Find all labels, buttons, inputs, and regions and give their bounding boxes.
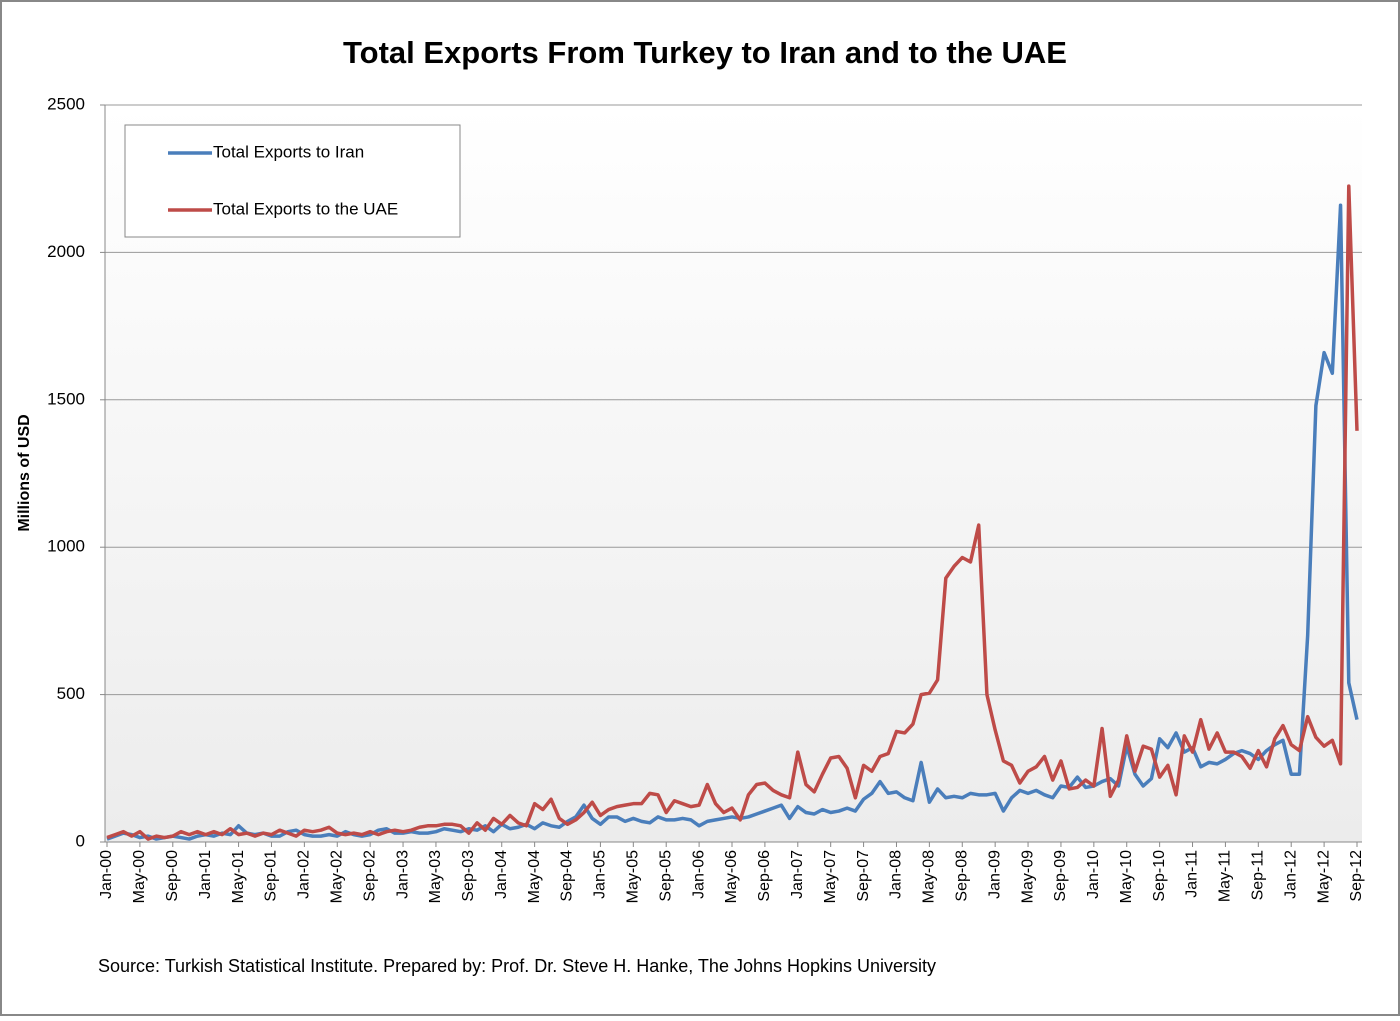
x-tick-label: May-03 — [427, 850, 444, 903]
x-tick-label: Sep-00 — [164, 850, 181, 902]
y-tick-label: 2500 — [47, 94, 85, 113]
legend-label: Total Exports to Iran — [213, 142, 364, 161]
x-tick-label: Jan-01 — [197, 850, 214, 899]
x-tick-label: Sep-06 — [756, 850, 773, 902]
x-tick-label: Jan-07 — [789, 850, 806, 899]
x-tick-label: Jan-04 — [493, 850, 510, 899]
chart-title: Total Exports From Turkey to Iran and to… — [343, 35, 1067, 70]
x-tick-label: May-08 — [921, 850, 938, 903]
x-tick-label: Sep-10 — [1151, 850, 1168, 902]
series-line — [106, 184, 1359, 841]
y-tick-label: 500 — [57, 684, 85, 703]
x-tick-label: May-12 — [1315, 850, 1332, 903]
x-tick-label: Jan-02 — [296, 850, 313, 899]
y-axis-title: Millions of USD — [16, 414, 33, 531]
x-tick-label: Sep-01 — [263, 850, 280, 902]
x-tick-label: Jan-05 — [592, 850, 609, 899]
x-tick-label: May-06 — [723, 850, 740, 903]
x-tick-label: Sep-11 — [1250, 850, 1267, 901]
grid: 0 500 1000 1500 2000 2500 Jan-00 May-00 Sep-00 Ja… — [47, 94, 1365, 903]
x-tick-label: Jan-10 — [1085, 850, 1102, 899]
y-tick-label: 1000 — [47, 537, 85, 556]
y-tick-label: 0 — [76, 831, 85, 850]
x-tick-label: Jan-00 — [98, 850, 115, 899]
x-tick-label: Jan-09 — [986, 850, 1003, 899]
y-tick-label: 2000 — [47, 242, 85, 261]
x-tick-label: Sep-09 — [1052, 850, 1069, 902]
x-tick-label: Jan-08 — [888, 850, 905, 899]
x-tick-label: Jan-06 — [690, 850, 707, 899]
legend-label: Total Exports to the UAE — [213, 199, 398, 218]
plot: Total Exports to Iran Total Exports to th… — [106, 142, 1359, 841]
x-tick-label: May-07 — [822, 850, 839, 903]
series-line — [106, 203, 1359, 841]
y-tick-label: 1500 — [47, 389, 85, 408]
x-tick-label: Sep-02 — [361, 850, 378, 902]
x-tick-label: May-11 — [1217, 850, 1234, 902]
x-tick-label: May-02 — [328, 850, 345, 903]
legend — [124, 124, 461, 238]
x-tick-label: May-10 — [1118, 850, 1135, 903]
x-tick-label: Jan-12 — [1282, 850, 1299, 899]
source-note: Source: Turkish Statistical Institute. P… — [98, 956, 936, 976]
x-tick-label: Jan-03 — [394, 850, 411, 899]
x-tick-label: Sep-04 — [559, 850, 576, 902]
x-tick-label: May-04 — [526, 850, 543, 903]
x-tick-label: Jan-11 — [1184, 850, 1201, 898]
x-tick-label: Sep-08 — [953, 850, 970, 902]
x-tick-label: Sep-07 — [855, 850, 872, 902]
x-tick-label: May-09 — [1019, 850, 1036, 903]
x-tick-label: Sep-03 — [460, 850, 477, 902]
x-tick-label: May-00 — [131, 850, 148, 903]
x-tick-label: May-01 — [230, 850, 247, 903]
x-tick-label: Sep-05 — [657, 850, 674, 902]
x-tick-label: Sep-12 — [1348, 850, 1365, 902]
x-tick-label: May-05 — [625, 850, 642, 903]
